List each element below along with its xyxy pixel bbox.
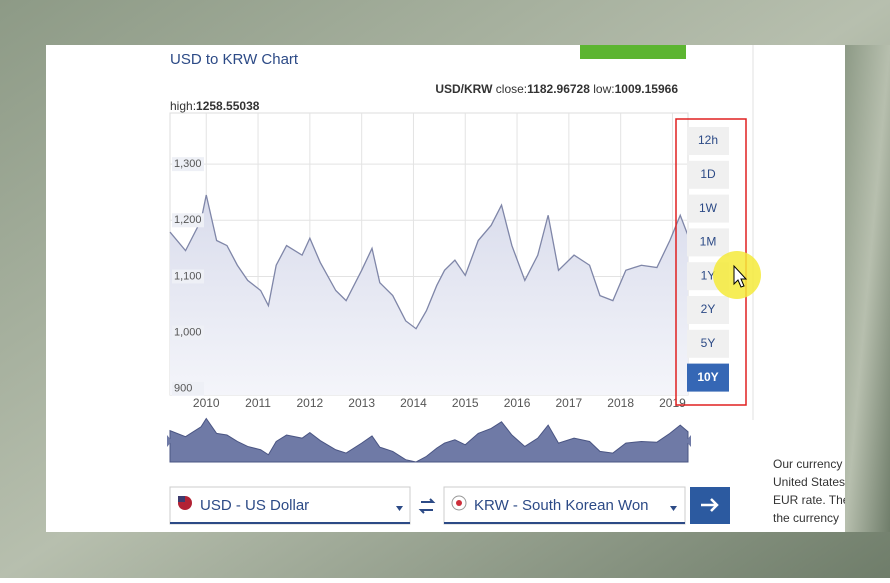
navigator xyxy=(167,417,691,463)
from-caret xyxy=(396,506,403,511)
range-button[interactable] xyxy=(687,127,729,155)
range-button-label: 5Y xyxy=(701,336,716,350)
range-button-label: 12h xyxy=(698,133,718,147)
y-tick-label: 1,000 xyxy=(174,327,202,339)
x-tick-label: 2017 xyxy=(556,396,583,410)
low-label: low: xyxy=(593,82,614,96)
x-tick-label: 2016 xyxy=(504,396,531,410)
right-clip xyxy=(845,45,890,532)
range-button-label: 1W xyxy=(699,201,718,215)
pair: USD/KRW xyxy=(435,82,493,96)
range-button-label: 2Y xyxy=(701,302,716,316)
range-button-label: 1M xyxy=(700,235,717,249)
close: 1182.96728 xyxy=(527,82,590,96)
side-text: Our currency United States EUR rate. The th… xyxy=(773,457,850,525)
low: 1009.15966 xyxy=(615,82,679,96)
side-line: United States xyxy=(773,475,845,489)
x-tick-label: 2014 xyxy=(400,396,427,410)
y-tick-bg xyxy=(172,325,204,340)
to-select[interactable] xyxy=(443,486,686,525)
range-buttons: 12h 1D 1W 1M 1Y 2Y 5Y 10Y xyxy=(687,127,729,392)
side-line: the currency xyxy=(773,511,839,525)
high-label: high: xyxy=(170,99,196,113)
range-button[interactable] xyxy=(687,228,729,257)
kr-flag-center xyxy=(456,500,462,506)
high: 1258.55038 xyxy=(196,99,260,113)
to-caret xyxy=(670,506,677,511)
stats: USD/KRW close:1182.96728 low:1009.15966 xyxy=(435,82,678,96)
range-button[interactable] xyxy=(687,296,729,324)
x-tick-label: 2012 xyxy=(297,396,324,410)
chart-title: USD to KRW Chart xyxy=(170,51,299,68)
y-tick-label: 1,200 xyxy=(174,214,202,226)
x-tick-label: 2011 xyxy=(245,396,271,410)
line xyxy=(169,194,689,330)
y-tick-label: 900 xyxy=(174,383,192,395)
y-tick-label: 1,100 xyxy=(174,270,202,282)
area xyxy=(170,195,688,395)
navigator-area xyxy=(169,417,689,463)
from-currency: USD - US Dollar xyxy=(200,497,309,514)
range-button[interactable] xyxy=(687,363,729,392)
to-currency: KRW - South Korean Won xyxy=(474,497,649,514)
y-tick-bg xyxy=(172,213,204,228)
range-button[interactable] xyxy=(687,194,729,223)
y-tick-bg xyxy=(172,381,204,396)
x-tick-label: 2015 xyxy=(452,396,479,410)
side-line: EUR rate. The xyxy=(773,493,850,507)
close-label: close: xyxy=(496,82,527,96)
cursor xyxy=(733,264,748,288)
range-button-label: 10Y xyxy=(697,370,718,384)
side-line: Our currency xyxy=(773,457,842,471)
range-button-label: 1D xyxy=(700,167,716,181)
y-tick-bg xyxy=(172,157,204,172)
y-tick-bg xyxy=(172,269,204,284)
high-stat: high:1258.55038 xyxy=(170,99,260,113)
range-button[interactable] xyxy=(687,160,729,189)
range-button[interactable] xyxy=(687,329,729,358)
x-tick-label: 2013 xyxy=(348,396,375,410)
x-tick-label: 2018 xyxy=(607,396,634,410)
y-tick-label: 1,300 xyxy=(174,158,202,170)
x-tick-label: 2010 xyxy=(193,396,220,410)
arrow-icon xyxy=(701,498,719,512)
plot: 2010 2011 2012 2013 2014 2015 2016 2017 2018 2019… xyxy=(169,112,689,410)
x-tick-label: 2019 xyxy=(659,396,686,410)
range-button-label: 1Y xyxy=(701,268,716,282)
green-button[interactable] xyxy=(580,45,686,59)
swap-icon[interactable] xyxy=(418,498,436,514)
us-flag-canton xyxy=(178,496,185,502)
